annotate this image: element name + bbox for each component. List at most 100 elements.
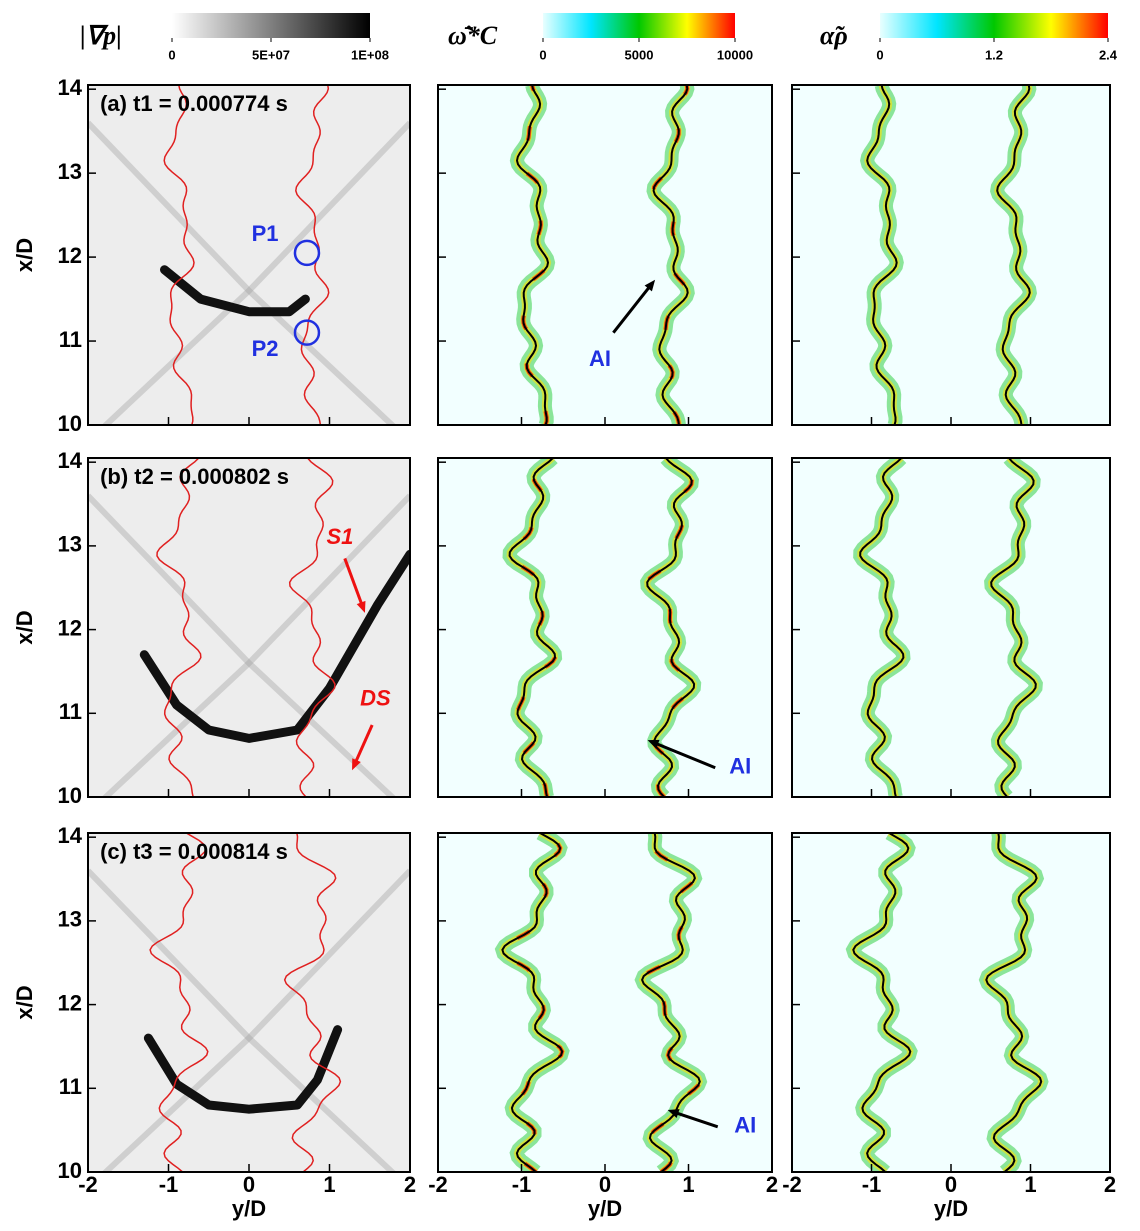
- x-tick-label: 2: [766, 1172, 778, 1197]
- colorbar-label: α̃ρ: [820, 21, 848, 50]
- flame-front: [156, 458, 202, 797]
- y-tick-label: 12: [58, 615, 82, 640]
- annotation: AI: [729, 754, 751, 779]
- annotation-arrowhead: [647, 739, 660, 749]
- field-shade: [88, 868, 397, 1172]
- colorbar-tick-label: 1E+08: [351, 47, 389, 62]
- annotation: AI: [589, 346, 611, 371]
- colorbar-tick-label: 1.2: [985, 47, 1003, 62]
- y-tick-label: 13: [58, 532, 82, 557]
- annotation: AI: [734, 1113, 756, 1138]
- panel: [792, 458, 1110, 797]
- annotation-circle: [293, 239, 321, 267]
- annotation: P2: [252, 336, 279, 361]
- x-tick-label: -2: [428, 1172, 448, 1197]
- y-tick-label: 13: [58, 907, 82, 932]
- y-tick-label: 10: [58, 783, 82, 808]
- colorbar-tick-label: 0: [539, 47, 546, 62]
- panel: [438, 458, 772, 797]
- y-axis-label: x/D: [12, 238, 37, 272]
- flame-front: [288, 458, 336, 797]
- colorbar-label: |∇p|: [80, 21, 122, 50]
- y-tick-label: 14: [58, 75, 83, 100]
- colorbar-tick-label: 10000: [717, 47, 753, 62]
- annotation-circle: [293, 319, 321, 346]
- colorbar-label: ω̄̇*C: [448, 21, 498, 50]
- x-tick-label: 0: [599, 1172, 611, 1197]
- annotation-arrow: [612, 283, 653, 334]
- annotation: (b) t2 = 0.000802 s: [100, 464, 289, 489]
- flame-front: [990, 458, 1037, 797]
- field-shade: [101, 493, 410, 797]
- panel-background: [438, 833, 772, 1172]
- flame-front: [515, 85, 550, 425]
- x-tick-label: 0: [243, 1172, 255, 1197]
- flame-front: [149, 833, 209, 1172]
- y-tick-label: 14: [58, 448, 83, 473]
- y-axis-label: x/D: [12, 985, 37, 1019]
- panel: [88, 458, 410, 797]
- field-shade: [101, 120, 410, 425]
- x-tick-label: 2: [404, 1172, 416, 1197]
- y-tick-label: 11: [59, 699, 82, 724]
- flame-front: [508, 458, 557, 797]
- colorbar: [172, 13, 370, 38]
- x-tick-label: 1: [323, 1172, 335, 1197]
- panel-background: [438, 85, 772, 425]
- annotation: DS: [360, 686, 391, 711]
- colorbar-tick-label: 0: [876, 47, 883, 62]
- y-tick-label: 10: [58, 411, 82, 436]
- panel-background: [792, 85, 1110, 425]
- annotation-arrow: [652, 740, 716, 770]
- panel: [438, 833, 772, 1172]
- panel: [88, 85, 410, 425]
- x-axis-label: y/D: [934, 1196, 968, 1221]
- x-tick-label: 1: [682, 1172, 694, 1197]
- y-tick-label: 11: [59, 1074, 82, 1099]
- flame-front: [283, 833, 342, 1172]
- shock: [160, 265, 310, 317]
- panel-background: [438, 458, 772, 797]
- colorbar-tick-label: 5000: [625, 47, 654, 62]
- flame-front: [641, 833, 701, 1172]
- annotation-arrowhead: [356, 600, 366, 613]
- annotation: (c) t3 = 0.000814 s: [100, 839, 288, 864]
- annotation-arrowhead: [644, 279, 656, 292]
- flame-front: [163, 85, 195, 425]
- flame-front: [985, 833, 1043, 1172]
- flame-front: [852, 833, 912, 1172]
- x-tick-label: 0: [945, 1172, 957, 1197]
- x-tick-label: -2: [78, 1172, 98, 1197]
- x-axis-label: y/D: [588, 1196, 622, 1221]
- y-axis-label: x/D: [12, 610, 37, 644]
- y-tick-label: 13: [58, 159, 82, 184]
- annotation-arrowhead: [667, 1109, 680, 1118]
- colorbar-tick-label: 5E+07: [252, 47, 290, 62]
- annotation: S1: [327, 524, 354, 549]
- field-shade: [88, 120, 397, 425]
- y-tick-label: 14: [58, 823, 83, 848]
- panel-background: [792, 833, 1110, 1172]
- colorbar: [880, 13, 1108, 38]
- flame-front: [866, 85, 898, 425]
- x-tick-label: -2: [782, 1172, 802, 1197]
- x-tick-label: 1: [1024, 1172, 1036, 1197]
- annotation-arrow: [343, 557, 365, 608]
- x-axis-label: y/D: [232, 1196, 266, 1221]
- flame-front: [652, 85, 689, 425]
- panel-background: [792, 458, 1110, 797]
- shock: [143, 1025, 343, 1114]
- annotation-arrowhead: [352, 758, 361, 771]
- flame-front: [996, 85, 1031, 425]
- x-tick-label: -1: [159, 1172, 179, 1197]
- x-tick-label: -1: [512, 1172, 532, 1197]
- panel: [792, 833, 1110, 1172]
- y-tick-label: 12: [58, 990, 82, 1015]
- panel: [792, 85, 1110, 425]
- annotation-arrow: [672, 1110, 719, 1129]
- x-tick-label: -1: [862, 1172, 882, 1197]
- y-tick-label: 12: [58, 243, 82, 268]
- annotation: P1: [252, 221, 279, 246]
- field-shade: [101, 868, 410, 1172]
